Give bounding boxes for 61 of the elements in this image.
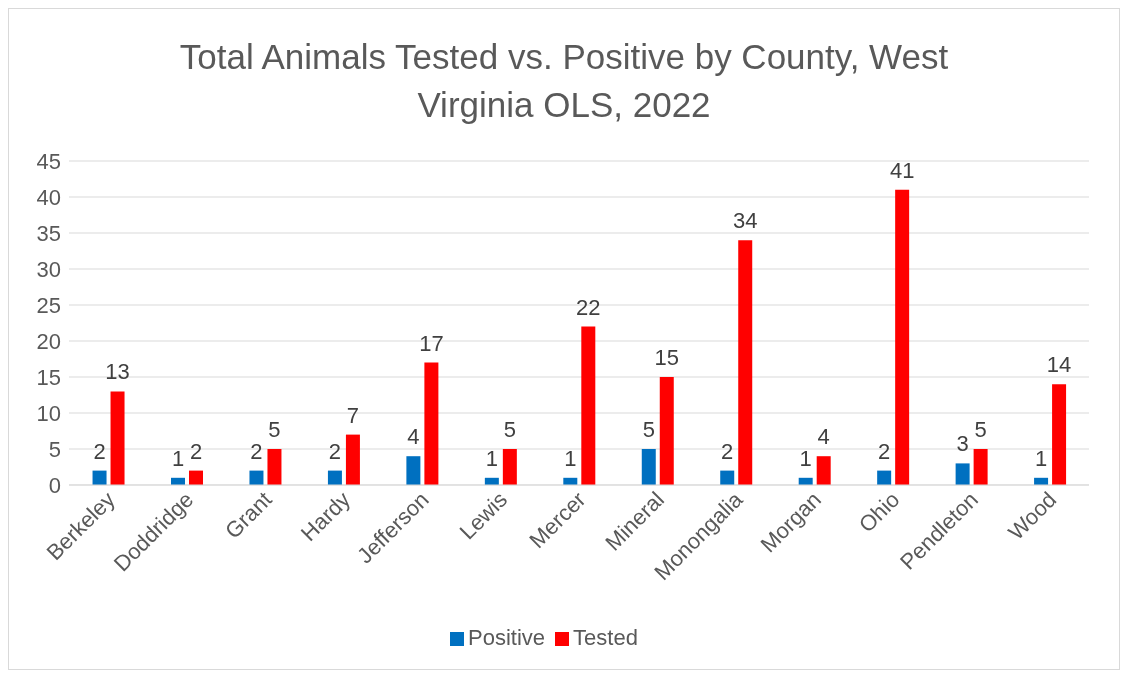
- bar: [249, 470, 264, 485]
- data-label: 2: [189, 438, 203, 464]
- data-label: 1: [485, 445, 498, 471]
- bar: [738, 240, 753, 485]
- x-tick-label: Ohio: [853, 486, 905, 538]
- data-label: 4: [407, 424, 420, 450]
- data-label: 17: [419, 330, 444, 356]
- data-label: 5: [503, 417, 516, 442]
- data-label: 5: [642, 417, 655, 442]
- bar: [189, 470, 203, 485]
- data-label: 2: [328, 438, 342, 464]
- bar: [345, 434, 360, 485]
- chart-title: Total Animals Tested vs. Positive by County, West Virginia OLS, 2022: [178, 36, 950, 126]
- bar: [895, 189, 910, 485]
- data-label: 5: [268, 417, 281, 442]
- bar: [110, 391, 125, 485]
- legend-label: Positive: [468, 625, 546, 650]
- bar: [406, 456, 421, 485]
- data-label: 14: [1046, 352, 1072, 378]
- bar: [424, 362, 439, 485]
- y-tick-label: 0: [48, 472, 61, 498]
- data-label: 2: [721, 438, 734, 464]
- bar: [1052, 384, 1067, 485]
- bar: [267, 449, 282, 485]
- bar: [816, 456, 831, 485]
- data-label: 1: [1034, 445, 1048, 471]
- y-tick-label: 20: [36, 328, 61, 354]
- bar: [502, 449, 517, 485]
- data-label: 4: [817, 424, 830, 450]
- legend-label: Tested: [573, 625, 638, 650]
- y-tick-label: 45: [36, 148, 61, 174]
- data-label: 1: [799, 445, 812, 471]
- bar: [659, 377, 674, 485]
- y-tick-label: 40: [36, 184, 61, 210]
- bar: [973, 449, 988, 485]
- y-tick-label: 35: [36, 220, 61, 246]
- y-tick-label: 25: [36, 292, 61, 318]
- bar: [720, 470, 735, 485]
- bar: [92, 470, 107, 485]
- bar: [327, 470, 342, 485]
- bar: [955, 463, 970, 485]
- y-tick-label: 5: [48, 436, 61, 462]
- data-label: 41: [889, 157, 915, 183]
- data-label: 7: [346, 402, 360, 428]
- bar: [877, 470, 892, 485]
- data-label: 34: [732, 208, 758, 234]
- data-label: 15: [654, 345, 680, 370]
- bar: [581, 326, 596, 485]
- data-label: 13: [105, 359, 130, 385]
- data-label: 1: [564, 445, 577, 471]
- data-label: 1: [171, 445, 185, 471]
- data-label: 22: [576, 294, 601, 320]
- data-label: 5: [974, 417, 987, 442]
- data-label: 2: [878, 438, 891, 464]
- y-tick-label: 15: [36, 364, 61, 390]
- data-label: 2: [250, 438, 263, 464]
- data-label: 3: [956, 431, 969, 457]
- bar: [641, 449, 656, 485]
- y-tick-label: 10: [36, 400, 61, 426]
- data-label: 2: [93, 438, 106, 464]
- y-tick-label: 30: [36, 256, 61, 282]
